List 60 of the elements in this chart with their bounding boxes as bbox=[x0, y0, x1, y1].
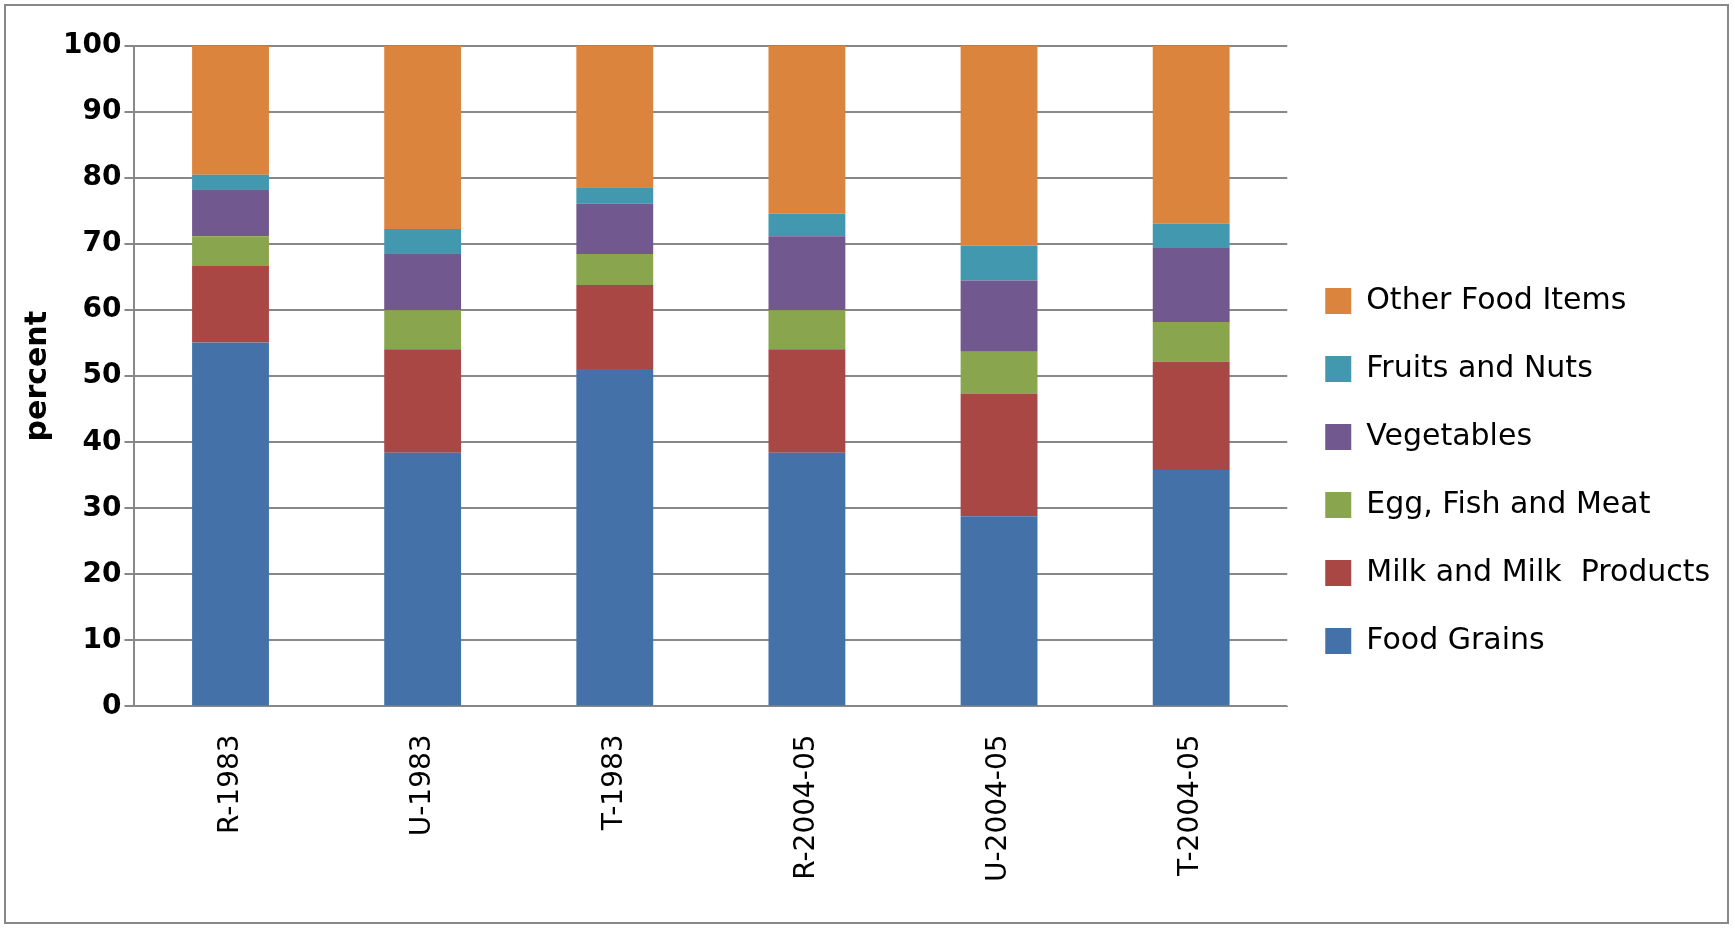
bar bbox=[960, 280, 1038, 352]
bar bbox=[576, 285, 654, 369]
bar bbox=[768, 310, 846, 350]
bar bbox=[384, 46, 462, 229]
legend-label: Fruits and Nuts bbox=[1366, 348, 1593, 384]
x-tick-label: T-2004-05 bbox=[1172, 734, 1206, 878]
bar bbox=[192, 189, 269, 237]
y-tick-label: 20 bbox=[82, 555, 122, 589]
bar bbox=[1152, 248, 1230, 323]
bar bbox=[192, 46, 269, 175]
bar bbox=[1152, 46, 1230, 224]
legend-label: Food Grains bbox=[1366, 620, 1545, 656]
bar bbox=[192, 265, 269, 343]
bar bbox=[384, 310, 462, 350]
bar bbox=[768, 236, 846, 311]
legend-label: Milk and Milk Products bbox=[1366, 552, 1711, 588]
legend-label: Egg, Fish and Meat bbox=[1366, 484, 1651, 520]
bar bbox=[384, 349, 462, 453]
bar bbox=[576, 187, 654, 204]
y-tick-label: 100 bbox=[62, 27, 122, 61]
y-axis-title: percent bbox=[17, 310, 53, 442]
bar bbox=[1152, 469, 1230, 706]
y-tick-label: 60 bbox=[82, 291, 122, 325]
bar bbox=[960, 351, 1038, 394]
bar bbox=[384, 452, 462, 706]
bar bbox=[960, 46, 1038, 246]
bar bbox=[576, 46, 654, 188]
bar bbox=[768, 349, 846, 453]
bar bbox=[960, 516, 1038, 706]
x-tick-label: U-1983 bbox=[403, 734, 437, 837]
legend-label: Other Food Items bbox=[1366, 280, 1627, 316]
bar bbox=[768, 213, 846, 237]
x-tick-label: U-2004-05 bbox=[980, 734, 1014, 883]
bar bbox=[768, 452, 846, 706]
bar bbox=[576, 203, 654, 255]
bar bbox=[960, 245, 1038, 281]
y-tick-label: 10 bbox=[82, 621, 122, 655]
bar bbox=[960, 393, 1038, 517]
y-tick-label: 80 bbox=[82, 159, 122, 193]
bar bbox=[768, 46, 846, 214]
y-tick-label: 30 bbox=[82, 489, 122, 523]
bar bbox=[192, 342, 269, 706]
bar bbox=[384, 253, 462, 311]
x-tick-label: R-1983 bbox=[211, 734, 245, 835]
bar bbox=[192, 174, 269, 190]
bar bbox=[1152, 322, 1230, 362]
bar bbox=[576, 368, 654, 706]
bar bbox=[1152, 223, 1230, 249]
bar bbox=[192, 236, 269, 266]
bar bbox=[576, 254, 654, 286]
x-tick-label: R-2004-05 bbox=[788, 734, 822, 880]
legend-label: Vegetables bbox=[1366, 416, 1533, 452]
bar bbox=[384, 228, 462, 254]
y-tick-label: 90 bbox=[82, 93, 122, 127]
bar bbox=[1152, 361, 1230, 470]
y-tick-label: 0 bbox=[101, 687, 122, 721]
x-tick-label: T-1983 bbox=[596, 734, 630, 832]
y-tick-label: 50 bbox=[82, 357, 122, 391]
y-tick-label: 40 bbox=[82, 423, 122, 457]
y-tick-label: 70 bbox=[82, 225, 122, 259]
